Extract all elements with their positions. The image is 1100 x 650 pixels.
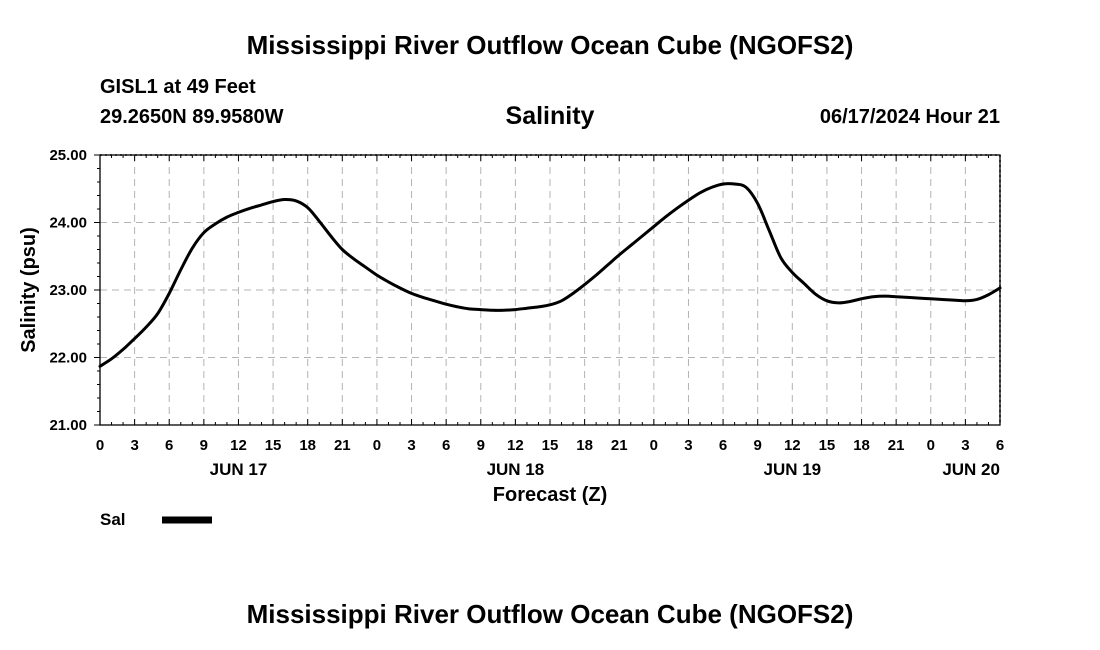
legend-label-sal: Sal [100, 510, 126, 529]
x-tick-label: 0 [96, 437, 104, 454]
datetime-label: 06/17/2024 Hour 21 [819, 106, 1000, 128]
x-tick-label: 6 [719, 437, 727, 454]
grid-lines [100, 155, 1000, 425]
x-tick-label: 6 [442, 437, 450, 454]
x-axis-label: Forecast (Z) [493, 484, 607, 506]
chart-main-title-bottom: Mississippi River Outflow Ocean Cube (NG… [246, 599, 854, 629]
x-tick-label: 9 [200, 437, 208, 454]
y-axis-label: Salinity (psu) [18, 227, 40, 353]
x-tick-label: 3 [130, 437, 138, 454]
y-tick-label: 24.00 [49, 215, 87, 232]
y-tick-label: 22.00 [49, 350, 87, 367]
series-line-sal [98, 182, 1002, 368]
day-labels: JUN 17 JUN 18 JUN 19 JUN 20 [210, 460, 1000, 479]
x-tick-label: 15 [819, 437, 836, 454]
y-tick-label: 25.00 [49, 147, 87, 164]
x-tick-label: 21 [334, 437, 351, 454]
day-label: JUN 18 [487, 460, 545, 479]
x-tick-label: 9 [477, 437, 485, 454]
x-tick-label: 15 [542, 437, 559, 454]
x-tick-label: 3 [407, 437, 415, 454]
day-label: JUN 17 [210, 460, 268, 479]
x-tick-label: 18 [853, 437, 870, 454]
x-tick-label: 21 [888, 437, 905, 454]
x-tick-label: 12 [230, 437, 247, 454]
x-tick-label: 12 [507, 437, 524, 454]
station-label: GISL1 at 49 Feet [100, 76, 256, 98]
x-tick-label: 6 [165, 437, 173, 454]
day-label: JUN 19 [763, 460, 821, 479]
coordinates-label: 29.2650N 89.9580W [100, 106, 284, 128]
x-tick-label: 18 [576, 437, 593, 454]
x-tick-label: 15 [265, 437, 282, 454]
x-tick-label: 12 [784, 437, 801, 454]
x-tick-label: 3 [684, 437, 692, 454]
x-axis-tick-labels: 0 3 6 9 12 15 18 21 0 3 6 9 12 15 18 21 0 3 6 9 12 15 18 21 0 3 6 [96, 437, 1004, 454]
y-axis-tick-labels: 21.00 22.00 23.00 24.00 25.00 [49, 147, 87, 434]
x-tick-label: 3 [961, 437, 969, 454]
y-tick-label: 21.00 [49, 417, 87, 434]
x-tick-label: 18 [299, 437, 316, 454]
chart-subtitle: Salinity [505, 102, 595, 130]
x-tick-label: 0 [927, 437, 935, 454]
y-tick-label: 23.00 [49, 282, 87, 299]
chart-main-title: Mississippi River Outflow Ocean Cube (NG… [246, 30, 854, 60]
x-tick-label: 9 [754, 437, 762, 454]
x-tick-label: 0 [373, 437, 381, 454]
day-label: JUN 20 [942, 460, 1000, 479]
x-tick-label: 6 [996, 437, 1004, 454]
x-tick-label: 21 [611, 437, 628, 454]
x-tick-label: 0 [650, 437, 658, 454]
